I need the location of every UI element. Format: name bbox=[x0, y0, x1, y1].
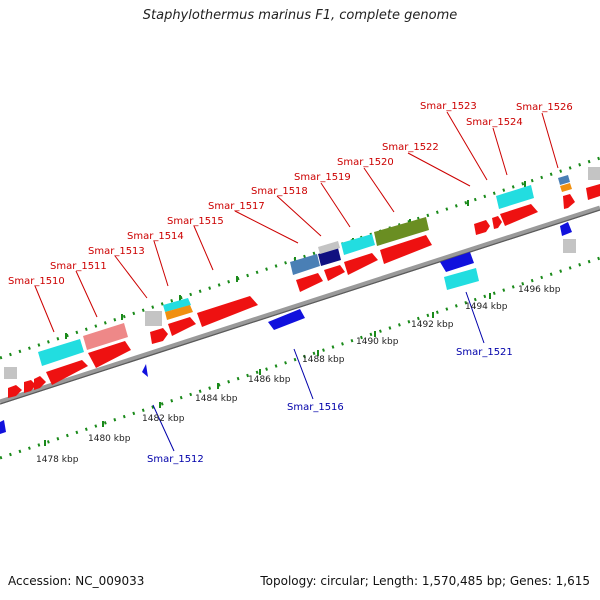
kbp-label: 1480 kbp bbox=[88, 434, 131, 444]
accession-text: Accession: NC_009033 bbox=[8, 574, 145, 588]
kbp-label: 1484 kbp bbox=[195, 394, 238, 404]
top-gene-labels: Smar_1510 Smar_1511 Smar_1513 Smar_1514 … bbox=[8, 101, 573, 287]
gene-arrow-red bbox=[296, 273, 323, 292]
gene-box-steelblue bbox=[558, 175, 570, 185]
gene-label-top: Smar_1518 bbox=[251, 186, 308, 197]
gene-label-top: Smar_1522 bbox=[382, 142, 439, 153]
kbp-label: 1490 kbp bbox=[356, 337, 399, 347]
gene-label-bottom: Smar_1521 bbox=[456, 347, 513, 358]
gene-arrow-blue bbox=[142, 364, 148, 377]
kbp-label: 1482 kbp bbox=[142, 414, 185, 424]
genome-backbone-shadow bbox=[0, 209, 600, 405]
gene-arrow-red bbox=[150, 328, 168, 344]
bottom-gene-labels: Smar_1512 Smar_1516 Smar_1521 bbox=[147, 347, 513, 465]
kbp-label: 1494 kbp bbox=[465, 302, 508, 312]
gene-arrow-red bbox=[380, 235, 432, 264]
gene-box-cyan bbox=[341, 234, 375, 255]
gene-arrow-blue bbox=[0, 420, 6, 434]
gene-box-gray bbox=[588, 167, 600, 180]
gene-box-cyan bbox=[38, 339, 84, 366]
topology-text: Topology: circular; Length: 1,570,485 bp… bbox=[260, 574, 590, 588]
gene-arrow-red bbox=[46, 360, 88, 385]
gene-arrow-red bbox=[168, 317, 196, 336]
bottom-label-leaders bbox=[152, 291, 485, 452]
gene-label-bottom: Smar_1512 bbox=[147, 454, 204, 465]
gene-box-orange bbox=[560, 183, 572, 192]
kbp-label: 1488 kbp bbox=[302, 355, 345, 365]
gene-box-gray bbox=[563, 239, 576, 253]
gene-arrow-blue bbox=[560, 222, 572, 236]
gene-label-top: Smar_1514 bbox=[127, 231, 184, 242]
gene-box-gray bbox=[4, 367, 17, 379]
gene-arrow-red bbox=[474, 220, 490, 235]
kbp-label: 1496 kbp bbox=[518, 285, 561, 295]
gene-box-cyan bbox=[163, 298, 191, 312]
gene-arrow-red bbox=[24, 380, 36, 393]
gene-arrow-red bbox=[324, 265, 345, 281]
gene-arrow-red bbox=[563, 194, 575, 209]
gene-arrow-red bbox=[344, 253, 378, 275]
lower-major-ticks bbox=[44, 293, 491, 446]
gene-arrow-red bbox=[34, 376, 46, 390]
gene-box-gray bbox=[145, 311, 162, 326]
gene-label-top: Smar_1517 bbox=[208, 201, 265, 212]
gene-label-top: Smar_1519 bbox=[294, 172, 351, 183]
gene-arrow-red bbox=[492, 216, 502, 229]
gene-box-gray bbox=[318, 241, 340, 254]
gene-label-top: Smar_1520 bbox=[337, 157, 394, 168]
gene-box-cyan bbox=[496, 185, 534, 209]
genome-backbone bbox=[0, 205, 600, 405]
gene-label-bottom: Smar_1516 bbox=[287, 402, 344, 413]
gene-label-top: Smar_1524 bbox=[466, 117, 523, 128]
gene-arrow-blue bbox=[440, 252, 474, 272]
gene-arrow-red bbox=[88, 341, 131, 368]
gene-box-olive bbox=[374, 217, 429, 246]
gene-arrow-red bbox=[197, 296, 258, 327]
gene-arrow-blue bbox=[268, 309, 305, 330]
gene-label-top: Smar_1523 bbox=[420, 101, 477, 112]
gene-features bbox=[0, 167, 600, 434]
kbp-label: 1478 kbp bbox=[36, 455, 79, 465]
gene-box-cyan bbox=[444, 268, 479, 290]
gene-label-top: Smar_1511 bbox=[50, 261, 107, 272]
position-labels: 1478 kbp 1480 kbp 1482 kbp 1484 kbp 1486… bbox=[36, 285, 561, 465]
gene-arrow-red bbox=[586, 184, 600, 200]
gene-arrow-red bbox=[8, 385, 22, 398]
gene-box-steelblue bbox=[290, 254, 320, 275]
gene-label-top: Smar_1510 bbox=[8, 276, 65, 287]
kbp-label: 1486 kbp bbox=[248, 375, 291, 385]
gene-label-top: Smar_1513 bbox=[88, 246, 145, 257]
top-label-leaders bbox=[34, 111, 559, 333]
kbp-label: 1492 kbp bbox=[411, 320, 454, 330]
gene-label-top: Smar_1526 bbox=[516, 102, 573, 113]
gene-arrow-red bbox=[500, 204, 538, 226]
figure-title: Staphylothermus marinus F1, complete gen… bbox=[142, 8, 458, 23]
gene-box-orange bbox=[165, 305, 193, 320]
gene-box-pink bbox=[83, 323, 128, 350]
gene-label-top: Smar_1515 bbox=[167, 216, 224, 227]
